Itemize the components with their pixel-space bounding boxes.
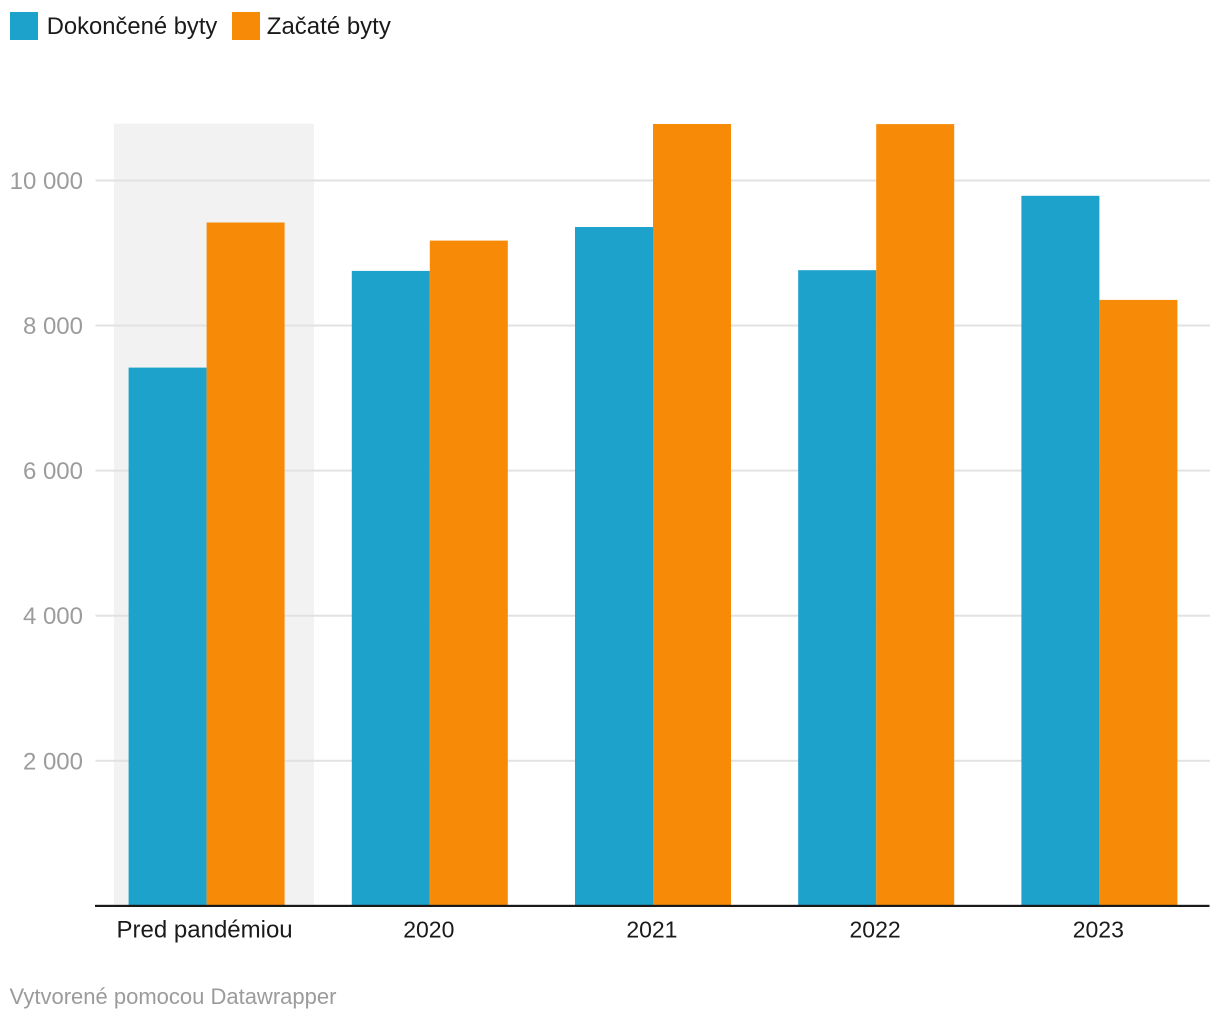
svg-text:Začaté byty: Začaté byty bbox=[267, 13, 391, 40]
svg-text:2021: 2021 bbox=[626, 916, 677, 942]
svg-text:2022: 2022 bbox=[850, 916, 901, 942]
svg-text:2020: 2020 bbox=[403, 916, 454, 942]
svg-text:6 000: 6 000 bbox=[23, 458, 83, 485]
svg-text:2023: 2023 bbox=[1073, 916, 1124, 942]
svg-text:Vytvorené pomocou Datawrapper: Vytvorené pomocou Datawrapper bbox=[10, 984, 337, 1009]
svg-text:10 000: 10 000 bbox=[10, 168, 83, 195]
svg-text:Dokončené byty: Dokončené byty bbox=[47, 13, 218, 40]
svg-text:4 000: 4 000 bbox=[23, 603, 83, 630]
svg-text:Pred pandémiou: Pred pandémiou bbox=[117, 916, 293, 943]
svg-text:2 000: 2 000 bbox=[23, 748, 83, 775]
svg-text:8 000: 8 000 bbox=[23, 313, 83, 340]
